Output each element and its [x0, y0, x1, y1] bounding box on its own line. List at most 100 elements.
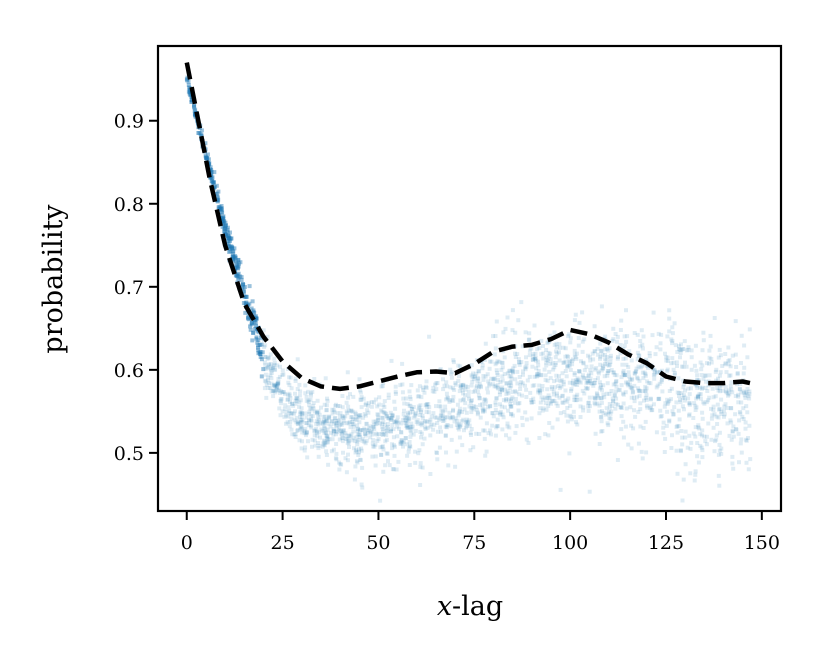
scatter-point	[415, 394, 420, 399]
scatter-points	[184, 75, 753, 503]
scatter-point	[236, 257, 241, 262]
scatter-point	[368, 429, 373, 434]
scatter-point	[302, 431, 307, 436]
scatter-point	[719, 412, 724, 416]
scatter-point	[362, 431, 367, 436]
scatter-point	[469, 373, 474, 378]
scatter-point	[393, 391, 398, 396]
scatter-point	[269, 368, 274, 373]
scatter-point	[373, 419, 378, 424]
scatter-point	[557, 395, 562, 400]
scatter-point	[572, 414, 576, 419]
scatter-point	[355, 429, 360, 434]
scatter-point	[420, 413, 425, 418]
scatter-point	[389, 429, 393, 434]
scatter-point	[499, 404, 504, 409]
scatter-point	[469, 383, 474, 388]
scatter-point	[509, 397, 514, 402]
scatter-point	[738, 387, 742, 392]
scatter-point	[309, 414, 314, 419]
scatter-point	[670, 356, 675, 361]
scatter-point	[445, 384, 450, 389]
scatter-point	[517, 392, 522, 397]
scatter-point	[571, 378, 576, 383]
scatter-point	[591, 357, 596, 362]
scatter-point	[481, 374, 486, 378]
scatter-point	[269, 389, 274, 394]
scatter-point	[545, 387, 550, 392]
scatter-point	[571, 409, 576, 414]
scatter-point	[433, 415, 438, 420]
scatter-point	[747, 423, 752, 428]
scatter-point	[428, 472, 433, 476]
scatter-point	[638, 401, 643, 406]
scatter-point	[550, 425, 555, 430]
scatter-point	[376, 417, 381, 422]
scatter-point	[700, 410, 705, 415]
scatter-point	[299, 406, 304, 411]
scatter-point	[321, 441, 326, 446]
scatter-point	[457, 406, 462, 411]
scatter-point	[420, 465, 425, 470]
scatter-point	[624, 406, 629, 411]
scatter-point	[599, 414, 604, 419]
scatter-point	[601, 366, 606, 371]
scatter-point	[297, 421, 302, 426]
scatter-point	[727, 373, 732, 378]
scatter-point	[309, 418, 314, 423]
scatter-point	[258, 352, 263, 357]
scatter-point	[346, 433, 351, 438]
scatter-point	[493, 433, 498, 438]
scatter-point	[273, 390, 278, 395]
scatter-point	[230, 255, 235, 260]
scatter-point	[382, 431, 387, 436]
scatter-point	[271, 388, 276, 393]
scatter-point	[230, 245, 235, 249]
scatter-point	[438, 413, 443, 418]
scatter-point	[456, 427, 461, 432]
scatter-point	[263, 379, 268, 384]
scatter-point	[381, 427, 386, 431]
scatter-point	[700, 433, 704, 438]
scatter-point	[546, 396, 551, 400]
scatter-point	[426, 410, 431, 415]
scatter-point	[293, 401, 298, 406]
scatter-point	[327, 415, 332, 420]
scatter-point	[472, 374, 477, 379]
scatter-point	[258, 350, 263, 354]
scatter-point	[719, 446, 724, 451]
scatter-point	[356, 438, 361, 442]
scatter-point	[486, 431, 491, 436]
scatter-point	[607, 346, 612, 351]
scatter-point	[480, 363, 485, 368]
scatter-point	[608, 356, 613, 361]
scatter-point	[350, 438, 355, 443]
scatter-point	[536, 363, 541, 368]
scatter-point	[537, 383, 542, 388]
scatter-point	[480, 366, 485, 371]
scatter-point	[434, 415, 439, 420]
scatter-point	[395, 434, 400, 439]
scatter-point	[614, 396, 619, 401]
scatter-point	[728, 384, 733, 389]
scatter-point	[309, 407, 314, 412]
scatter-point	[365, 408, 370, 413]
scatter-point	[309, 425, 314, 430]
scatter-point	[266, 355, 271, 360]
scatter-point	[460, 382, 465, 387]
scatter-point	[487, 359, 492, 364]
scatter-point	[464, 417, 469, 422]
scatter-point	[233, 259, 238, 264]
scatter-point	[272, 361, 277, 365]
scatter-point	[619, 405, 624, 410]
scatter-point	[558, 379, 563, 384]
scatter-point	[196, 131, 201, 135]
scatter-point	[408, 434, 413, 439]
scatter-point	[600, 352, 605, 357]
scatter-point	[595, 346, 600, 351]
scatter-point	[371, 419, 376, 424]
scatter-point	[461, 397, 466, 401]
scatter-point	[545, 341, 550, 346]
scatter-point	[553, 355, 558, 360]
scatter-point	[461, 417, 466, 422]
